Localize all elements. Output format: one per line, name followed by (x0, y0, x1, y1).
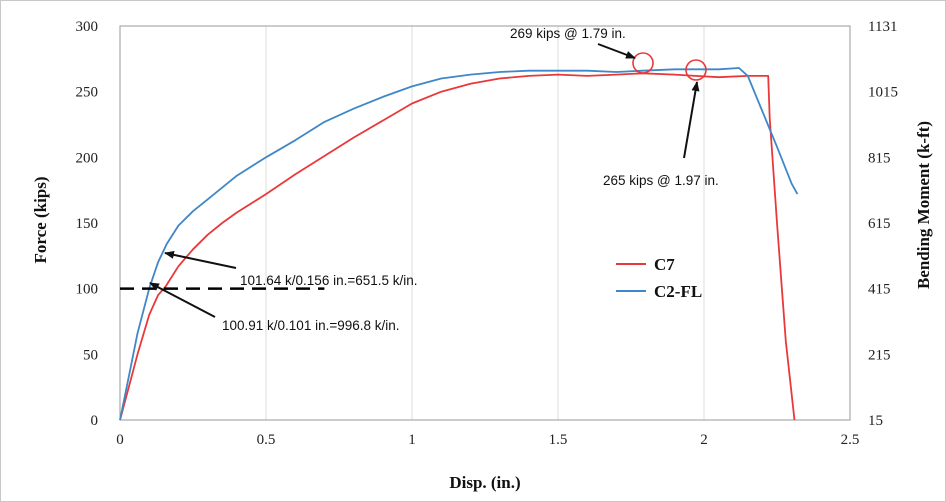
legend: C7 C2-FL (616, 255, 702, 301)
arrow-stiffness-c2fl (149, 282, 216, 318)
x-tick-label-3: 1.5 (549, 432, 568, 448)
x-tick-label-5: 2.5 (841, 432, 860, 448)
annotations: 269 kips @ 1.79 in. 265 kips @ 1.97 in. … (149, 26, 719, 333)
annotation-peak-c2fl: 269 kips @ 1.79 in. (510, 26, 626, 41)
arrow-peak-c7 (683, 81, 700, 159)
annotation-peak-c7: 265 kips @ 1.97 in. (603, 173, 719, 188)
grid-lines (119, 26, 851, 420)
peak-marker-c2fl (632, 52, 654, 74)
series-line-c2-fl (119, 67, 799, 421)
y2-axis-title: Bending Moment (k-ft) (914, 121, 933, 289)
y2-tick-label-2: 415 (868, 282, 891, 298)
tick-labels: 0 0.5 1 1.5 2 2.5 0 50 100 150 200 250 300 15 215 415 61… (76, 19, 899, 448)
y2-tick-label-0: 15 (868, 413, 883, 429)
legend-label-c2fl: C2-FL (654, 282, 702, 301)
y-axis-title: Force (kips) (31, 176, 50, 263)
legend-label-c7: C7 (654, 255, 675, 274)
series-layer (119, 67, 799, 421)
y2-tick-label-3: 615 (868, 216, 891, 232)
peak-marker-c7 (685, 59, 707, 81)
y2-tick-label-6: 1131 (868, 19, 897, 35)
arrow-stiffness-c7 (164, 250, 237, 269)
y2-tick-label-4: 815 (868, 150, 891, 166)
y2-tick-label-5: 1015 (868, 85, 898, 101)
y-tick-label-2: 100 (76, 282, 99, 298)
y-tick-label-4: 200 (76, 150, 99, 166)
x-tick-label-2: 1 (408, 432, 416, 448)
plot-area-border (119, 25, 851, 421)
annotation-stiffness-c7: 101.64 k/0.156 in.=651.5 k/in. (240, 273, 418, 288)
y-tick-label-3: 150 (76, 216, 99, 232)
y-tick-label-0: 0 (91, 413, 99, 429)
series-line-c7 (119, 72, 796, 421)
y-tick-label-5: 250 (76, 85, 99, 101)
y-tick-label-6: 300 (76, 19, 99, 35)
annotation-stiffness-c2fl: 100.91 k/0.101 in.=996.8 k/in. (222, 318, 400, 333)
x-tick-label-1: 0.5 (257, 432, 276, 448)
arrow-peak-c2fl (597, 43, 636, 59)
x-axis-title: Disp. (in.) (449, 473, 520, 492)
y-tick-label-1: 50 (83, 347, 98, 363)
y2-tick-label-1: 215 (868, 347, 891, 363)
x-tick-label-4: 2 (700, 432, 708, 448)
x-tick-label-0: 0 (116, 432, 124, 448)
